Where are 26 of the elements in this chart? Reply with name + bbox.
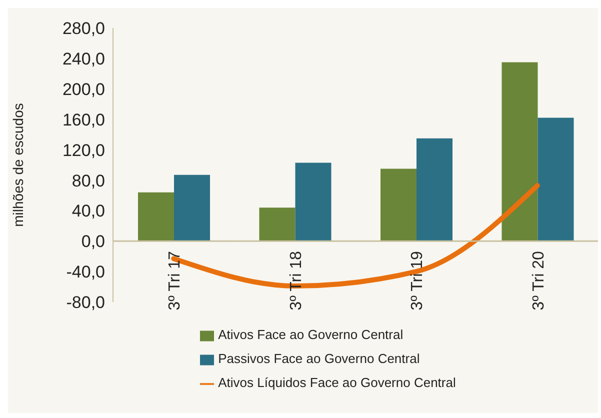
bar bbox=[502, 62, 538, 242]
bar bbox=[380, 168, 416, 242]
bar bbox=[259, 208, 296, 242]
y-tick-label: 120,0 bbox=[62, 140, 105, 160]
y-tick-label: 40,0 bbox=[72, 202, 105, 221]
y-tick-label: -80,0 bbox=[66, 293, 105, 312]
y-tick-label: 280,0 bbox=[62, 19, 105, 38]
legend-label: Ativos Líquidos Face ao Governo Central bbox=[218, 375, 456, 390]
x-tick-label: 3º Tri 18 bbox=[288, 251, 305, 310]
bar bbox=[174, 174, 210, 242]
y-tick-label: 0,0 bbox=[81, 232, 105, 252]
legend-label: Passivos Face ao Governo Central bbox=[218, 351, 420, 366]
y-tick-label: 240,0 bbox=[62, 49, 105, 68]
y-tick-label: 200,0 bbox=[62, 80, 105, 99]
x-tick-label: 3º Tri 19 bbox=[409, 251, 426, 310]
bar bbox=[295, 162, 332, 242]
bar bbox=[138, 192, 174, 242]
y-tick-label: -40,0 bbox=[66, 262, 105, 282]
y-tick-label: 80,0 bbox=[72, 171, 105, 190]
y-tick-label: 160,0 bbox=[62, 110, 105, 130]
bar bbox=[538, 118, 574, 242]
legend-label: Ativos Face ao Governo Central bbox=[218, 327, 404, 342]
y-axis-title: milhões de escudos bbox=[10, 103, 26, 227]
bar bbox=[416, 138, 452, 242]
x-tick-label: 3º Tri 17 bbox=[166, 251, 184, 310]
x-tick-label: 3º Tri 20 bbox=[530, 251, 548, 310]
